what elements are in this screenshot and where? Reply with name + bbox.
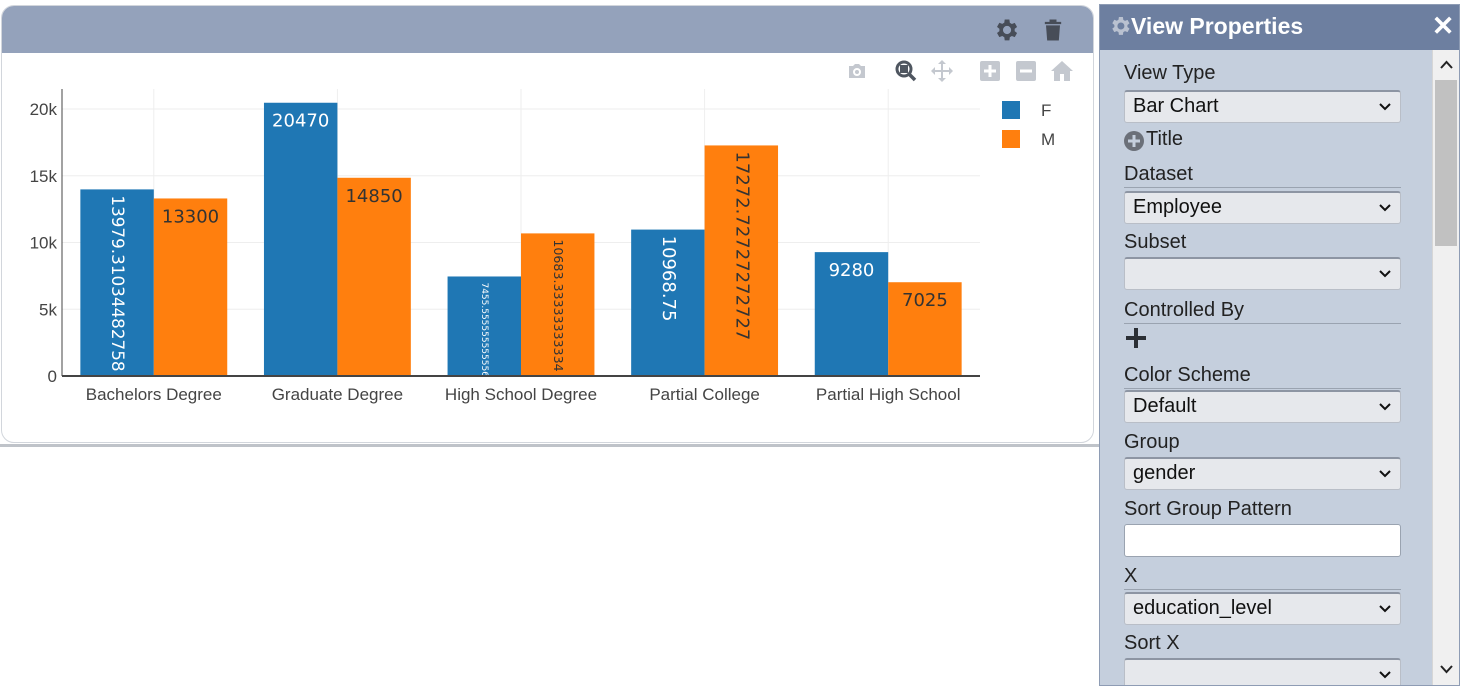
x-tick-label: Bachelors Degree xyxy=(86,385,222,404)
pan-icon[interactable] xyxy=(930,59,954,83)
chevron-down-icon xyxy=(1379,270,1391,278)
bar-value-label: 20470 xyxy=(272,111,329,132)
legend-swatch-M xyxy=(1002,130,1020,148)
color-scheme-select[interactable]: Default xyxy=(1124,390,1401,423)
dataset-label: Dataset xyxy=(1124,163,1401,188)
zoom-in-icon[interactable] xyxy=(978,59,1002,83)
close-icon[interactable]: ✕ xyxy=(1431,11,1455,41)
dataset-select[interactable]: Employee xyxy=(1124,191,1401,224)
view-properties-panel: View Properties ✕ View Type Bar Chart Ti… xyxy=(1099,4,1460,686)
color-scheme-label: Color Scheme xyxy=(1124,364,1401,389)
x-tick-label: Partial College xyxy=(649,385,760,404)
chevron-down-icon xyxy=(1379,204,1391,212)
bar-value-label: 7455.555555555556 xyxy=(479,282,489,377)
bar-F xyxy=(814,252,889,376)
chevron-down-icon xyxy=(1379,470,1391,478)
x-value: education_level xyxy=(1133,597,1272,619)
chart-modebar xyxy=(2,59,1093,87)
sort-x-select[interactable] xyxy=(1124,658,1401,685)
sort-group-pattern-label: Sort Group Pattern xyxy=(1124,498,1292,520)
sort-x-label: Sort X xyxy=(1124,632,1180,654)
x-tick-label: Partial High School xyxy=(816,385,961,404)
zoom-out-icon[interactable] xyxy=(1014,59,1038,83)
reset-axes-home-icon[interactable] xyxy=(1050,59,1074,83)
scroll-up-arrow-icon[interactable] xyxy=(1433,52,1460,78)
card-header xyxy=(2,6,1093,53)
zoom-icon[interactable] xyxy=(894,59,918,83)
camera-icon[interactable] xyxy=(845,59,869,83)
panel-title: View Properties xyxy=(1131,13,1304,39)
bars: 13979.31034482758 20470 7455.555555555556 1… xyxy=(80,102,962,377)
y-tick-label: 20k xyxy=(30,100,58,119)
y-tick-label: 15k xyxy=(30,167,58,186)
group-label: Group xyxy=(1124,431,1180,453)
chevron-down-icon xyxy=(1379,605,1391,613)
legend: FM xyxy=(1002,101,1055,149)
trash-icon[interactable] xyxy=(1039,16,1067,44)
panel-header: View Properties ✕ xyxy=(1100,5,1459,50)
bar-M xyxy=(153,198,228,376)
chevron-down-icon xyxy=(1379,403,1391,411)
controlled-by-label: Controlled By xyxy=(1124,299,1401,324)
y-tick-label: 0 xyxy=(48,367,57,386)
bar-F xyxy=(263,102,338,376)
bar-F xyxy=(80,189,154,376)
add-controller-plus-icon[interactable] xyxy=(1124,326,1148,350)
page-divider xyxy=(0,444,1100,447)
bar-value-label: 10968.75 xyxy=(658,236,679,322)
panel-body: View Type Bar Chart Title Dataset Employ… xyxy=(1100,50,1432,685)
x-label: X xyxy=(1124,565,1401,590)
subset-select[interactable] xyxy=(1124,257,1401,290)
legend-label-M: M xyxy=(1041,130,1055,149)
group-select[interactable]: gender xyxy=(1124,457,1401,490)
chart-card: 13979.31034482758 20470 7455.555555555556 1… xyxy=(1,5,1094,443)
bar-value-label: 17272.72727272727 xyxy=(731,151,752,340)
view-type-select[interactable]: Bar Chart xyxy=(1124,90,1401,123)
color-scheme-value: Default xyxy=(1133,395,1197,417)
legend-swatch-F xyxy=(1002,101,1020,119)
x-tick-label: Graduate Degree xyxy=(272,385,403,404)
view-type-value: Bar Chart xyxy=(1133,95,1219,117)
scroll-down-arrow-icon[interactable] xyxy=(1433,656,1460,682)
gear-icon xyxy=(1112,17,1130,35)
x-select[interactable]: education_level xyxy=(1124,592,1401,625)
bar-value-label: 10683.33333333334 xyxy=(551,239,566,371)
title-toggle-label: Title xyxy=(1146,128,1184,150)
x-tick-label: High School Degree xyxy=(445,385,597,404)
bar-F xyxy=(447,276,521,376)
bar-value-label: 13979.31034482758 xyxy=(108,195,128,371)
plus-circle-icon xyxy=(1124,131,1144,151)
dataset-value: Employee xyxy=(1133,196,1222,218)
gear-icon[interactable] xyxy=(992,16,1020,44)
chevron-down-icon xyxy=(1379,671,1391,679)
bar-value-label: 9280 xyxy=(829,260,875,281)
bar-chart: 13979.31034482758 20470 7455.555555555556 1… xyxy=(30,89,1055,404)
y-tick-label: 5k xyxy=(39,300,57,319)
chevron-down-icon xyxy=(1379,103,1391,111)
axes: 0 5k 10k 15k 20k Bachelors Degree Graduate Deg… xyxy=(30,89,980,404)
bar-M xyxy=(521,233,595,376)
bar-M xyxy=(337,177,411,376)
view-type-label: View Type xyxy=(1124,62,1216,84)
group-value: gender xyxy=(1133,462,1196,484)
panel-scrollbar[interactable] xyxy=(1432,50,1459,685)
y-tick-label: 10k xyxy=(30,234,58,253)
bar-value-label: 13300 xyxy=(162,206,219,227)
bar-value-label: 14850 xyxy=(345,186,402,207)
sort-group-pattern-input[interactable] xyxy=(1124,524,1401,557)
legend-label-F: F xyxy=(1041,101,1051,120)
scrollbar-thumb[interactable] xyxy=(1435,80,1457,246)
bar-F xyxy=(631,229,705,376)
bar-M xyxy=(704,145,779,376)
bar-M xyxy=(888,282,962,376)
bar-value-label: 7025 xyxy=(902,290,948,311)
subset-label: Subset xyxy=(1124,231,1187,253)
